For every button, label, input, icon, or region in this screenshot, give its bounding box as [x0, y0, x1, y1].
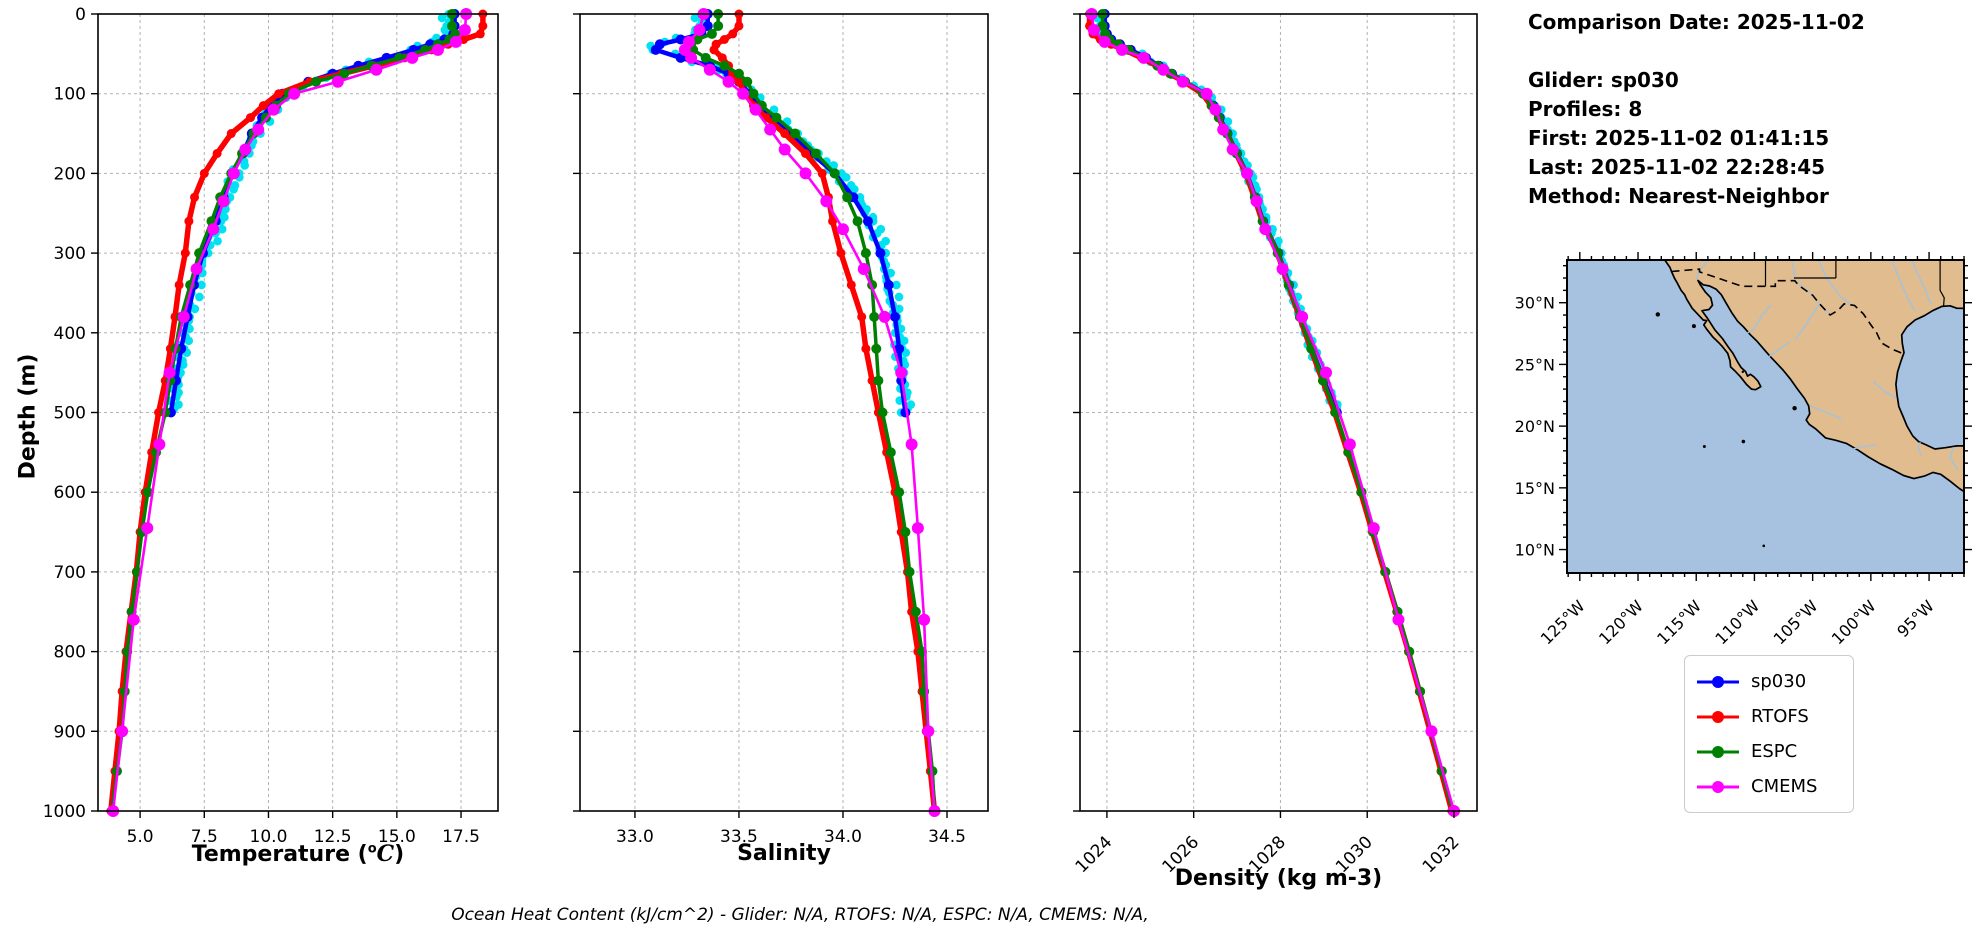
svg-text:7.5: 7.5	[191, 827, 218, 847]
svg-text:105°W: 105°W	[1770, 596, 1822, 648]
salinity-plot-svg: 33.0 33.5 34.0 34.5	[573, 8, 989, 847]
axis-tick-labels: 33.0 33.5 34.0 34.5	[616, 827, 966, 847]
comparison-info-block: Comparison Date: 2025-11-02 Glider: sp03…	[1528, 8, 1968, 211]
legend: sp030 RTOFS ESPC CMEMS	[1684, 655, 1854, 813]
legend-item-sp030: sp030	[1695, 664, 1843, 699]
series-CMEMS-line	[1090, 12, 1456, 813]
svg-text:600: 600	[54, 483, 86, 503]
density-axis-label: Density (kg m-3)	[1174, 866, 1383, 891]
series-CMEMS	[107, 8, 473, 817]
location-map: 30°N 25°N 20°N 15°N 10°N 125°W 120°W 115°W 110°W…	[1497, 248, 1978, 662]
salinity-profile-chart: 33.0 33.5 34.0 34.5	[500, 0, 1008, 895]
salinity-axis-label: Salinity	[737, 841, 831, 866]
svg-text:95°W: 95°W	[1893, 596, 1938, 641]
svg-text:800: 800	[54, 643, 86, 663]
legend-line-marker-icon	[1697, 675, 1739, 688]
svg-text:300: 300	[54, 244, 86, 264]
legend-line-marker-icon	[1697, 710, 1739, 723]
state-borders	[1764, 260, 1945, 306]
comparison-date-line: Comparison Date: 2025-11-02	[1528, 10, 1865, 34]
temperature-axis-label: Temperature (oC)	[98, 841, 498, 867]
svg-text:0: 0	[75, 5, 86, 25]
legend-label: RTOFS	[1751, 706, 1809, 727]
ohc-caption: Ocean Heat Content (kJ/cm^2) - Glider: N…	[451, 905, 1149, 925]
svg-text:10.0: 10.0	[250, 827, 288, 847]
series-CMEMS	[678, 8, 941, 817]
method-line: Method: Nearest-Neighbor	[1528, 184, 1829, 208]
legend-item-cmems: CMEMS	[1695, 769, 1843, 804]
map-svg: 30°N 25°N 20°N 15°N 10°N 125°W 120°W 115°W 110°W…	[1515, 252, 1972, 648]
legend-label: CMEMS	[1751, 776, 1818, 797]
svg-text:200: 200	[54, 164, 86, 184]
info-spacer-line	[1528, 37, 1968, 66]
land-coastline	[1663, 260, 1964, 493]
series-sp030-line	[1102, 11, 1340, 415]
series-sp030	[165, 9, 460, 418]
svg-text:900: 900	[54, 722, 86, 742]
svg-text:700: 700	[54, 563, 86, 583]
svg-text:115°W: 115°W	[1653, 596, 1705, 648]
axis-ticks	[1073, 13, 1455, 818]
series-ESPC	[1097, 9, 1458, 816]
profiles-line: Profiles: 8	[1528, 97, 1643, 121]
svg-text:125°W: 125°W	[1537, 596, 1589, 648]
series-sp030	[1099, 9, 1342, 418]
svg-text:34.0: 34.0	[824, 827, 862, 847]
temperature-plot-svg: 5.0 7.5 10.0 12.5 15.0 17.5 0 100 200 300 400 500 60…	[43, 5, 499, 847]
temperature-profile-chart: 5.0 7.5 10.0 12.5 15.0 17.5 0 100 200 300 400 500 60…	[18, 0, 518, 895]
svg-text:25°N: 25°N	[1515, 355, 1555, 374]
svg-text:120°W: 120°W	[1595, 596, 1647, 648]
glider-line: Glider: sp030	[1528, 68, 1679, 92]
density-plot-svg: 1024 1026 1028 1030 1032	[1072, 8, 1478, 877]
svg-text:33.5: 33.5	[720, 827, 758, 847]
legend-label: sp030	[1751, 671, 1807, 692]
temperature-label-text: Temperature (	[191, 842, 368, 867]
density-profile-chart: 1024 1026 1028 1030 1032	[1000, 0, 1497, 895]
svg-text:500: 500	[54, 404, 86, 424]
legend-item-rtofs: RTOFS	[1695, 699, 1843, 734]
series-CMEMS-line	[111, 12, 468, 813]
temperature-label-degree-sup: o	[367, 841, 377, 857]
axis-ticks	[91, 13, 462, 818]
series-glider-raw-scatter	[162, 9, 454, 417]
svg-text:20°N: 20°N	[1515, 417, 1555, 436]
temperature-label-unit: C	[376, 841, 395, 867]
series-RTOFS-line	[1086, 11, 1455, 814]
first-time-line: First: 2025-11-02 01:41:15	[1528, 126, 1830, 150]
legend-item-espc: ESPC	[1695, 734, 1843, 769]
axis-ticks	[573, 13, 948, 818]
series-glider-raw-scatter	[646, 9, 916, 417]
svg-text:30°N: 30°N	[1515, 294, 1555, 313]
svg-text:12.5: 12.5	[314, 827, 352, 847]
legend-line-marker-icon	[1697, 780, 1739, 793]
series-ESPC-line	[689, 12, 937, 813]
legend-label: ESPC	[1751, 741, 1798, 762]
axis-tick-labels: 5.0 7.5 10.0 12.5 15.0 17.5 0 100 200 300 400 500 60…	[43, 5, 480, 847]
series-glider-raw-scatter	[1092, 9, 1342, 417]
svg-text:400: 400	[54, 324, 86, 344]
svg-text:15.0: 15.0	[378, 827, 416, 847]
svg-text:33.0: 33.0	[616, 827, 654, 847]
svg-text:5.0: 5.0	[127, 827, 154, 847]
svg-text:15°N: 15°N	[1515, 479, 1555, 498]
country-border-dashed	[1671, 268, 1902, 354]
svg-text:100: 100	[54, 85, 86, 105]
map-ticks	[1559, 252, 1972, 581]
svg-text:100°W: 100°W	[1828, 596, 1880, 648]
legend-line-marker-icon	[1697, 745, 1739, 758]
svg-text:110°W: 110°W	[1711, 596, 1763, 648]
svg-text:34.5: 34.5	[928, 827, 966, 847]
temperature-label-close: )	[394, 842, 405, 867]
svg-text:10°N: 10°N	[1515, 541, 1555, 560]
svg-text:17.5: 17.5	[442, 827, 480, 847]
last-time-line: Last: 2025-11-02 22:28:45	[1528, 155, 1826, 179]
islands	[1655, 312, 1797, 548]
svg-text:1000: 1000	[43, 802, 86, 822]
